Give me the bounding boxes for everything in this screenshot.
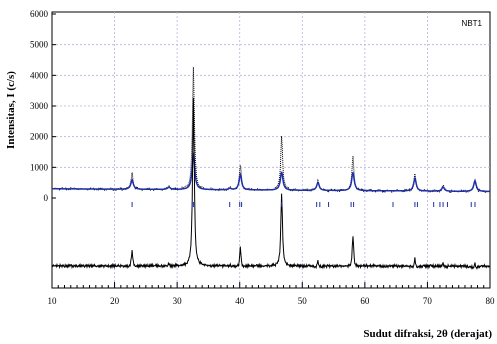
plot-area xyxy=(51,11,491,289)
x-tick-label: 20 xyxy=(110,296,120,306)
y-tick-label: 2000 xyxy=(30,132,49,142)
y-axis-title: Intensitas, I (c/s) xyxy=(5,71,17,149)
x-tick-label: 30 xyxy=(173,296,183,306)
x-ticks xyxy=(51,282,491,288)
x-tick-label: 40 xyxy=(235,296,245,306)
y-tick-label: 3000 xyxy=(30,101,49,111)
series-group xyxy=(51,66,491,271)
x-axis-title: Sudut difraksi, 2θ (derajat) xyxy=(363,328,492,340)
grid xyxy=(52,12,490,288)
y-tick-label: 5000 xyxy=(30,40,49,50)
calculated-series xyxy=(52,152,490,193)
x-tick-label: 10 xyxy=(48,296,58,306)
y-tick-label: 1000 xyxy=(30,162,49,172)
x-tick-label: 60 xyxy=(360,296,370,306)
x-tick-label: 80 xyxy=(486,296,496,306)
x-tick-label: 70 xyxy=(423,296,433,306)
reflection-ticks xyxy=(131,202,476,207)
y-tick-label: 0 xyxy=(44,193,49,203)
y-tick-label: 4000 xyxy=(30,70,49,80)
sample-label: NBT1 xyxy=(462,19,483,28)
difference-series xyxy=(51,97,491,271)
y-tick-label: 6000 xyxy=(30,9,49,19)
y-tick-labels: 0 1000 2000 3000 4000 5000 6000 xyxy=(30,9,56,203)
x-tick-labels: 10 20 30 40 50 60 70 80 xyxy=(48,296,496,306)
x-tick-label: 50 xyxy=(298,296,308,306)
